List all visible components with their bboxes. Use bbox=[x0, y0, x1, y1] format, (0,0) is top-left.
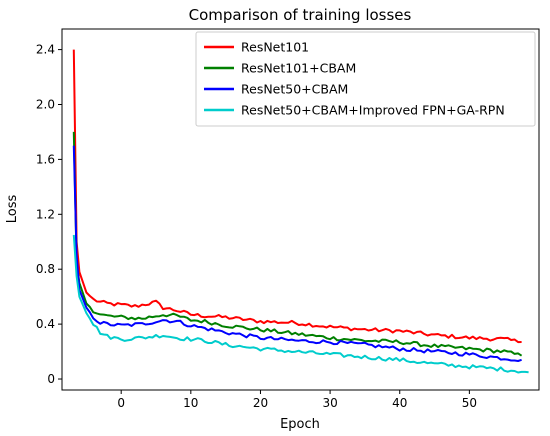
legend-label-4: ResNet50+CBAM+Improved FPN+GA-RPN bbox=[241, 103, 505, 118]
y-tick-label: 0.8 bbox=[36, 262, 55, 276]
series-line-1 bbox=[72, 49, 522, 344]
legend-label-2: ResNet101+CBAM bbox=[241, 61, 356, 76]
series-line-2 bbox=[72, 131, 523, 357]
x-tick-label: 50 bbox=[462, 396, 477, 410]
y-tick-label: 2.0 bbox=[36, 97, 55, 111]
x-tick-label: 30 bbox=[322, 396, 337, 410]
x-axis-label: Epoch bbox=[280, 417, 320, 432]
y-tick-label: 0 bbox=[47, 372, 55, 386]
y-tick-label: 1.6 bbox=[36, 152, 55, 166]
series-line-4 bbox=[72, 234, 529, 374]
series-layer bbox=[72, 49, 529, 374]
series-line-3 bbox=[72, 145, 522, 362]
plot-frame bbox=[61, 28, 540, 391]
chart-title: Comparison of training losses bbox=[189, 6, 412, 24]
ticks-layer: 0 10 20 30 40 50 0 0.4 0.8 1.2 1.6 2.0 2.4 bbox=[36, 43, 477, 410]
y-axis-label: Loss bbox=[5, 195, 20, 224]
legend-label-3: ResNet50+CBAM bbox=[241, 82, 348, 97]
legend-box bbox=[195, 31, 536, 127]
x-tick-label: 20 bbox=[253, 396, 268, 410]
legend-label-1: ResNet101 bbox=[241, 40, 309, 55]
x-tick-label: 40 bbox=[392, 396, 407, 410]
legend: ResNet101 ResNet101+CBAM ResNet50+CBAM ResN… bbox=[195, 31, 536, 127]
x-tick-label: 10 bbox=[183, 396, 198, 410]
x-tick-label: 0 bbox=[117, 396, 125, 410]
y-tick-label: 2.4 bbox=[36, 43, 55, 57]
y-tick-label: 0.4 bbox=[36, 317, 55, 331]
y-tick-label: 1.2 bbox=[36, 207, 55, 221]
